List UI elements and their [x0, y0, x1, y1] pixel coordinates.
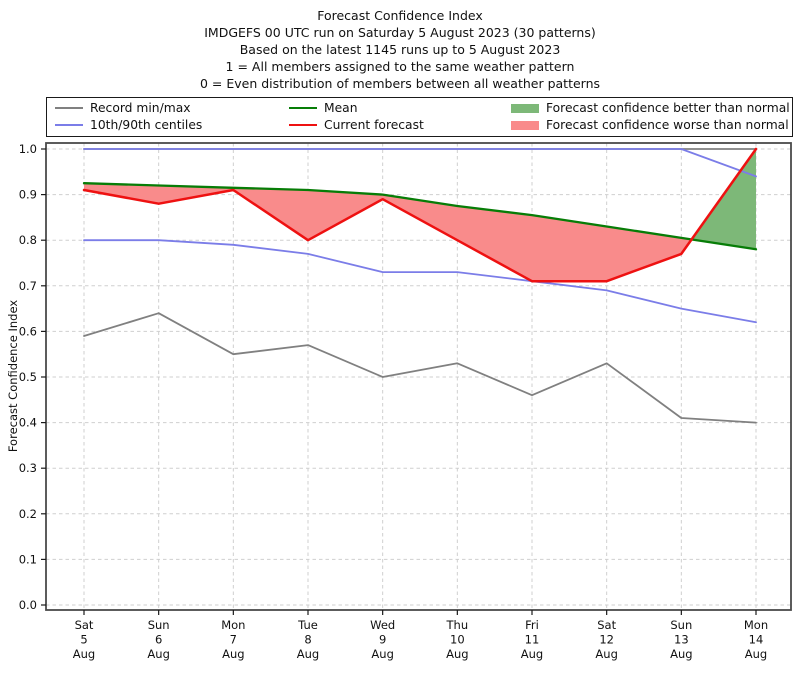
series-10th-centile — [83, 239, 757, 324]
worse-than-normal-patch-swatch — [511, 120, 539, 130]
legend-entry-better-than-normal: Forecast confidence better than normal — [511, 100, 790, 116]
chart-subtitle-scale-zero: 0 = Even distribution of members between… — [199, 76, 601, 91]
svg-text:0.4: 0.4 — [19, 416, 37, 430]
fill-better-than-normal — [691, 149, 756, 250]
fill-worse-than-normal — [84, 183, 692, 282]
legend-label-record-minmax: Record min/max — [90, 101, 191, 115]
svg-text:1.0: 1.0 — [19, 142, 37, 156]
chart-title: Forecast Confidence Index — [317, 8, 483, 23]
series-mean — [82, 182, 758, 251]
x-tick-label-sun-6: Sun 6 Aug — [147, 618, 169, 661]
legend-entry-current-forecast: Current forecast — [289, 117, 424, 133]
x-tick-label-sat-12: Sat 12 Aug — [595, 618, 617, 661]
x-tick-label-mon-7: Mon 7 Aug — [221, 618, 245, 661]
svg-text:0.8: 0.8 — [19, 233, 37, 247]
series-record-min — [83, 312, 757, 424]
legend-label-better-than-normal: Forecast confidence better than normal — [546, 101, 790, 115]
legend-label-worse-than-normal: Forecast confidence worse than normal — [546, 118, 789, 132]
centiles-line-swatch — [55, 123, 83, 127]
x-tick-label-sat-5: Sat 5 Aug — [73, 618, 95, 661]
svg-text:0.7: 0.7 — [19, 279, 37, 293]
svg-text:0.3: 0.3 — [19, 461, 37, 475]
legend-entry-mean: Mean — [289, 100, 358, 116]
svg-text:0.6: 0.6 — [19, 324, 37, 338]
better-than-normal-patch-swatch — [511, 103, 539, 113]
x-tick-label-mon-14: Mon 14 Aug — [744, 618, 768, 661]
record-minmax-line-swatch — [55, 106, 83, 110]
svg-text:0.5: 0.5 — [19, 370, 37, 384]
chart-subtitle-scale-one: 1 = All members assigned to the same wea… — [225, 59, 575, 74]
legend-box: Record min/max 10th/90th centiles Mean C… — [46, 97, 793, 137]
x-tick-labels: Sat 5 Aug Sun 6 Aug Mon 7 Aug Tue 8 Aug Wed 9 Aug Thu 10… — [73, 618, 768, 661]
series-current-forecast — [82, 147, 758, 283]
x-tick-label-fri-11: Fri 11 Aug — [521, 618, 543, 661]
chart-title-block: Forecast Confidence Index IMDGEFS 00 UTC… — [0, 7, 800, 92]
legend-label-mean: Mean — [324, 101, 358, 115]
legend-entry-record-minmax: Record min/max — [55, 100, 191, 116]
legend-label-centiles: 10th/90th centiles — [90, 118, 203, 132]
svg-text:0.1: 0.1 — [19, 552, 37, 566]
series-90th-centile — [83, 148, 757, 178]
confidence-fill-areas — [84, 149, 756, 282]
svg-text:0.2: 0.2 — [19, 507, 37, 521]
svg-text:0.0: 0.0 — [19, 598, 37, 612]
legend-entry-worse-than-normal: Forecast confidence worse than normal — [511, 117, 789, 133]
legend-entry-centiles: 10th/90th centiles — [55, 117, 202, 133]
mean-line-swatch — [289, 106, 317, 110]
x-tick-label-wed-9: Wed 9 Aug — [370, 618, 395, 661]
chart-subtitle-runs-count: Based on the latest 1145 runs up to 5 Au… — [239, 42, 561, 57]
x-tick-label-thu-10: Thu 10 Aug — [446, 618, 469, 661]
x-tick-label-sun-13: Sun 13 Aug — [670, 618, 692, 661]
chart-subtitle-run: IMDGEFS 00 UTC run on Saturday 5 August … — [204, 25, 596, 40]
tick-marks — [41, 148, 757, 615]
x-tick-label-tue-8: Tue 8 Aug — [297, 618, 319, 661]
legend-label-current-forecast: Current forecast — [324, 118, 424, 132]
svg-text:0.9: 0.9 — [19, 188, 37, 202]
current-forecast-line-swatch — [289, 123, 317, 127]
y-tick-labels: 0.0 0.1 0.2 0.3 0.4 0.5 0.6 0.7 0.8 0.9 1.0 — [19, 142, 37, 612]
